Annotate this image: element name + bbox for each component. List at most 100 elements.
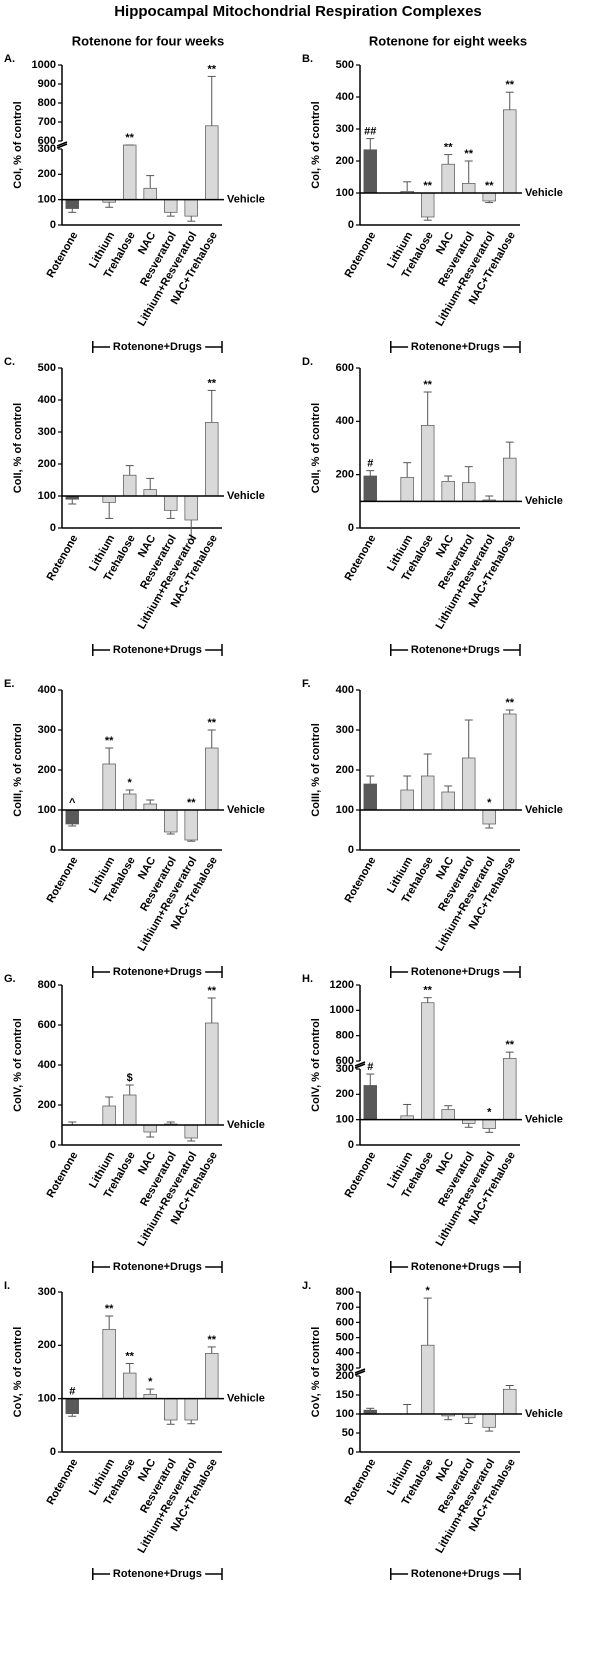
baseline-label: Vehicle (227, 490, 265, 502)
bar (205, 1022, 219, 1126)
y-tick-label: 100 (38, 490, 56, 502)
figure-title: Hippocampal Mitochondrial Respiration Co… (114, 3, 482, 20)
bar (184, 809, 198, 841)
bar (164, 809, 178, 833)
y-tick-label: 0 (50, 1139, 56, 1151)
y-tick-label: 400 (336, 91, 354, 103)
group-label: Rotenone+Drugs (113, 1261, 202, 1273)
error-bar (166, 1420, 175, 1425)
axis-break (354, 1061, 366, 1067)
error-bar (146, 799, 155, 804)
y-tick-label: 400 (38, 684, 56, 696)
significance-label: ^ (69, 797, 76, 809)
error-bar (423, 391, 432, 426)
significance-label: * (426, 1285, 431, 1297)
error-bar (105, 502, 114, 519)
significance-label: ** (423, 379, 432, 391)
error-bar (207, 729, 216, 748)
y-tick-label: 300 (336, 1063, 354, 1075)
y-tick-label: 500 (336, 1332, 354, 1344)
group-label: Rotenone+Drugs (113, 1568, 202, 1580)
y-tick-label: 800 (38, 97, 56, 109)
error-bar (423, 753, 432, 776)
panel-label: J. (302, 1280, 311, 1292)
y-tick-label: 1000 (32, 59, 56, 71)
error-bar (444, 154, 453, 165)
error-bar (125, 789, 134, 794)
y-axis-label: CoV, % of control (12, 1327, 24, 1418)
significance-label: ** (105, 1303, 114, 1315)
y-tick-label: 700 (38, 116, 56, 128)
significance-label: ** (444, 142, 453, 154)
significance-label: * (487, 797, 492, 809)
y-tick-label: 900 (38, 78, 56, 90)
error-bar (187, 1138, 196, 1142)
error-bar (125, 465, 134, 476)
baseline-label: Vehicle (525, 1114, 563, 1126)
bar (164, 495, 178, 511)
error-bar (187, 216, 196, 222)
y-tick-label: 0 (348, 219, 354, 231)
group-label: Rotenone+Drugs (411, 341, 500, 353)
significance-label: ** (207, 377, 216, 389)
bar (363, 149, 377, 194)
y-axis-label: CoIII, % of control (310, 723, 322, 817)
error-bar (444, 1105, 453, 1110)
significance-label: ** (187, 797, 196, 809)
bar (503, 713, 517, 811)
error-bar (403, 462, 412, 478)
significance-label: ** (505, 1039, 514, 1051)
bar (482, 1413, 496, 1428)
panel-label: E. (4, 678, 14, 690)
bar (503, 1058, 517, 1121)
error-bar (505, 441, 514, 459)
y-tick-label: 200 (336, 764, 354, 776)
bar (462, 183, 476, 194)
bar (122, 793, 137, 811)
y-tick-label: 800 (336, 1030, 354, 1042)
error-bar (464, 466, 473, 483)
significance-label: ** (207, 717, 216, 729)
error-bar (187, 840, 196, 842)
bar (441, 1109, 455, 1121)
error-bar (366, 775, 375, 784)
bar (363, 475, 377, 502)
significance-label: * (128, 777, 133, 789)
error-bar (125, 1362, 134, 1374)
group-label: Rotenone+Drugs (411, 966, 500, 978)
bar (102, 495, 116, 503)
column-title: Rotenone for eight weeks (369, 33, 527, 48)
error-bar (146, 175, 155, 189)
x-tick-label: Rotenone (45, 230, 81, 280)
error-bar (464, 160, 473, 184)
axis-break (56, 143, 68, 149)
y-tick-label: 1000 (330, 1004, 354, 1016)
x-tick-label: Rotenone (45, 1150, 81, 1200)
y-tick-label: 500 (38, 362, 56, 374)
error-bar (166, 1121, 175, 1124)
y-tick-label: 800 (38, 979, 56, 991)
y-tick-label: 0 (50, 1446, 56, 1458)
y-axis-label: CoIV, % of control (310, 1018, 322, 1112)
error-bar (366, 1407, 375, 1411)
significance-label: $ (127, 1072, 133, 1084)
y-tick-label: 400 (336, 684, 354, 696)
bar (205, 747, 219, 811)
panel-label: A. (4, 53, 15, 65)
bar (164, 199, 178, 213)
error-bar (207, 75, 216, 126)
y-tick-label: 100 (336, 804, 354, 816)
y-tick-label: 150 (336, 1389, 354, 1401)
x-tick-label: Rotenone (343, 855, 379, 905)
y-axis-label: CoI, % of control (12, 101, 24, 188)
error-bar (423, 1297, 432, 1346)
error-bar (485, 824, 494, 829)
y-tick-label: 600 (336, 362, 354, 374)
bar (441, 791, 455, 811)
bar (420, 1002, 435, 1121)
significance-label: ** (125, 132, 134, 144)
group-label: Rotenone+Drugs (113, 341, 202, 353)
bar (205, 422, 219, 497)
error-bar (187, 520, 196, 540)
error-bar (68, 208, 77, 213)
